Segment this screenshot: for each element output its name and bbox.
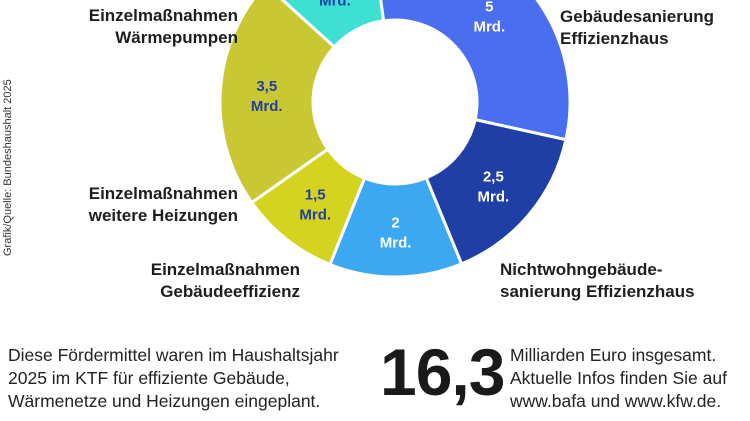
slice-value-label-2: 2 Mrd. (380, 214, 412, 251)
category-label-nichtwohngebaeude: Nichtwohngebäude- sanierung Effizienzhau… (500, 260, 695, 301)
category-label-gebaeudesanierung: Gebäudesanierung Effizienzhaus (560, 7, 714, 48)
slice-value-label-4: 3,5 Mrd. (251, 78, 283, 115)
footer-info: Milliarden Euro insgesamt. Aktuelle Info… (510, 345, 727, 411)
donut-slice-4 (218, 0, 337, 205)
donut-slice-0 (379, 0, 572, 142)
total-value: 16,3 (380, 335, 505, 409)
category-label-gebaeudeeffizienz: Einzelmaßnahmen Gebäudeeffizienz (150, 260, 300, 301)
slice-value-label-3: 1,5 Mrd. (299, 187, 331, 224)
category-label-waermepumpen: Einzelmaßnahmen Wärmepumpen (88, 6, 238, 47)
slice-value-label-5: Mrd. (319, 0, 351, 9)
donut-slice-5 (280, 0, 386, 49)
slice-value-label-1: 2,5 Mrd. (478, 169, 510, 206)
donut-slice-1 (424, 117, 568, 266)
category-label-weitere-heizungen: Einzelmaßnahmen weitere Heizungen (88, 184, 238, 225)
footer-description: Diese Fördermittel waren im Haushaltsjah… (8, 345, 339, 411)
slice-value-label-0: 5 Mrd. (473, 0, 505, 36)
source-note: Grafik/Quelle: Bundeshaushalt 2025 (2, 79, 14, 256)
